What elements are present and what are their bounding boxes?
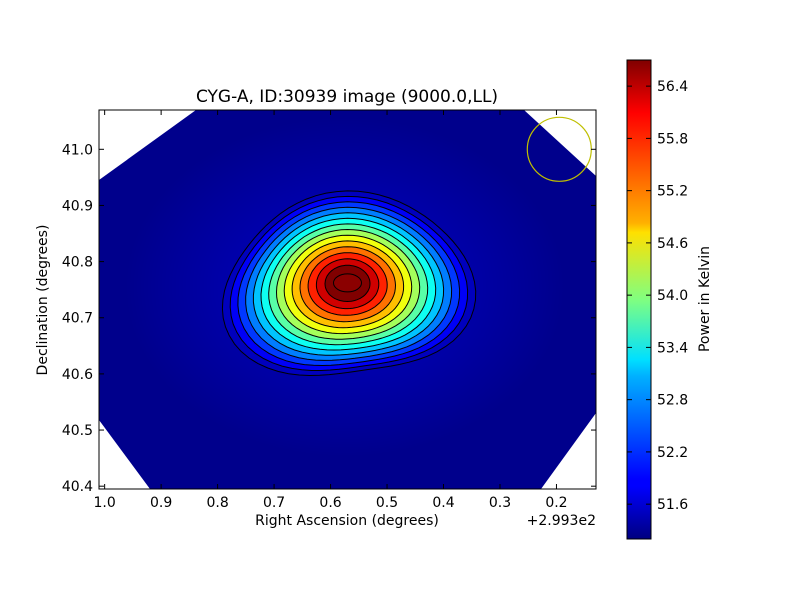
colorbar-tick-label: 56.4	[657, 79, 688, 95]
colorbar-tick-label: 54.6	[657, 236, 688, 252]
contour-line	[229, 195, 469, 371]
contour-line	[299, 246, 397, 323]
colorbar: 51.6 52.2 52.8 53.4 54.0 54.6 55.2 55.8 56.4 Pow…	[626, 59, 713, 540]
colorbar-gradient	[626, 59, 652, 540]
x-tick-label: 0.7	[263, 495, 285, 511]
contour-line	[315, 258, 380, 310]
colorbar-tick-label: 52.8	[657, 393, 688, 409]
x-tick-label: 0.3	[489, 495, 511, 511]
colorbar-label: Power in Kelvin	[697, 246, 713, 352]
y-tick-label: 40.4	[62, 479, 93, 495]
contour-line	[268, 223, 429, 346]
x-tick-label: 0.8	[206, 495, 228, 511]
x-tick-label: 0.2	[545, 495, 567, 511]
y-tick-label: 40.5	[62, 423, 93, 439]
contour-line	[307, 252, 388, 316]
x-axis-offset: +2.993e2	[527, 513, 596, 529]
contour-line	[237, 201, 461, 367]
contour-line	[252, 212, 445, 356]
contour-line	[283, 234, 413, 335]
y-tick-label: 40.9	[62, 198, 93, 214]
y-axis-ticks: 40.4 40.5 40.6 40.7 40.8 40.9 41.0	[62, 142, 596, 495]
contour-line	[221, 190, 477, 377]
colorbar-tick-label: 54.0	[657, 288, 688, 304]
x-tick-label: 0.5	[376, 495, 398, 511]
x-axis-label: Right Ascension (degrees)	[255, 513, 439, 529]
contour-line	[324, 264, 371, 303]
y-axis-label: Declination (degrees)	[35, 225, 51, 376]
contour-line	[291, 240, 405, 329]
contour-line	[260, 217, 437, 351]
colorbar-tick-label: 52.2	[657, 445, 688, 461]
y-tick-label: 40.7	[62, 311, 93, 327]
colorbar-tick-label: 55.8	[657, 131, 688, 147]
colorbar-tick-label: 51.6	[657, 497, 688, 513]
x-tick-label: 0.9	[150, 495, 172, 511]
contour-lines	[221, 190, 477, 377]
y-tick-label: 40.6	[62, 367, 93, 383]
x-tick-label: 0.4	[432, 495, 454, 511]
x-tick-label: 1.0	[94, 495, 116, 511]
colorbar-tick-label: 53.4	[657, 340, 688, 356]
axes-frame	[98, 109, 597, 490]
heatmap-area	[99, 110, 596, 489]
y-tick-label: 40.8	[62, 255, 93, 271]
x-tick-label: 0.6	[319, 495, 341, 511]
chart-title: CYG-A, ID:30939 image (9000.0,LL)	[196, 87, 498, 107]
colorbar-tick-label: 55.2	[657, 184, 688, 200]
contour-line	[245, 206, 453, 361]
peak-core	[333, 273, 362, 293]
x-axis-ticks: 1.0 0.9 0.8 0.7 0.6 0.5 0.4 0.3 0.2	[94, 110, 568, 511]
contour-line	[275, 228, 421, 340]
y-tick-label: 41.0	[62, 142, 93, 158]
colorbar-ticks: 51.6 52.2 52.8 53.4 54.0 54.6 55.2 55.8 56.4	[627, 79, 688, 513]
